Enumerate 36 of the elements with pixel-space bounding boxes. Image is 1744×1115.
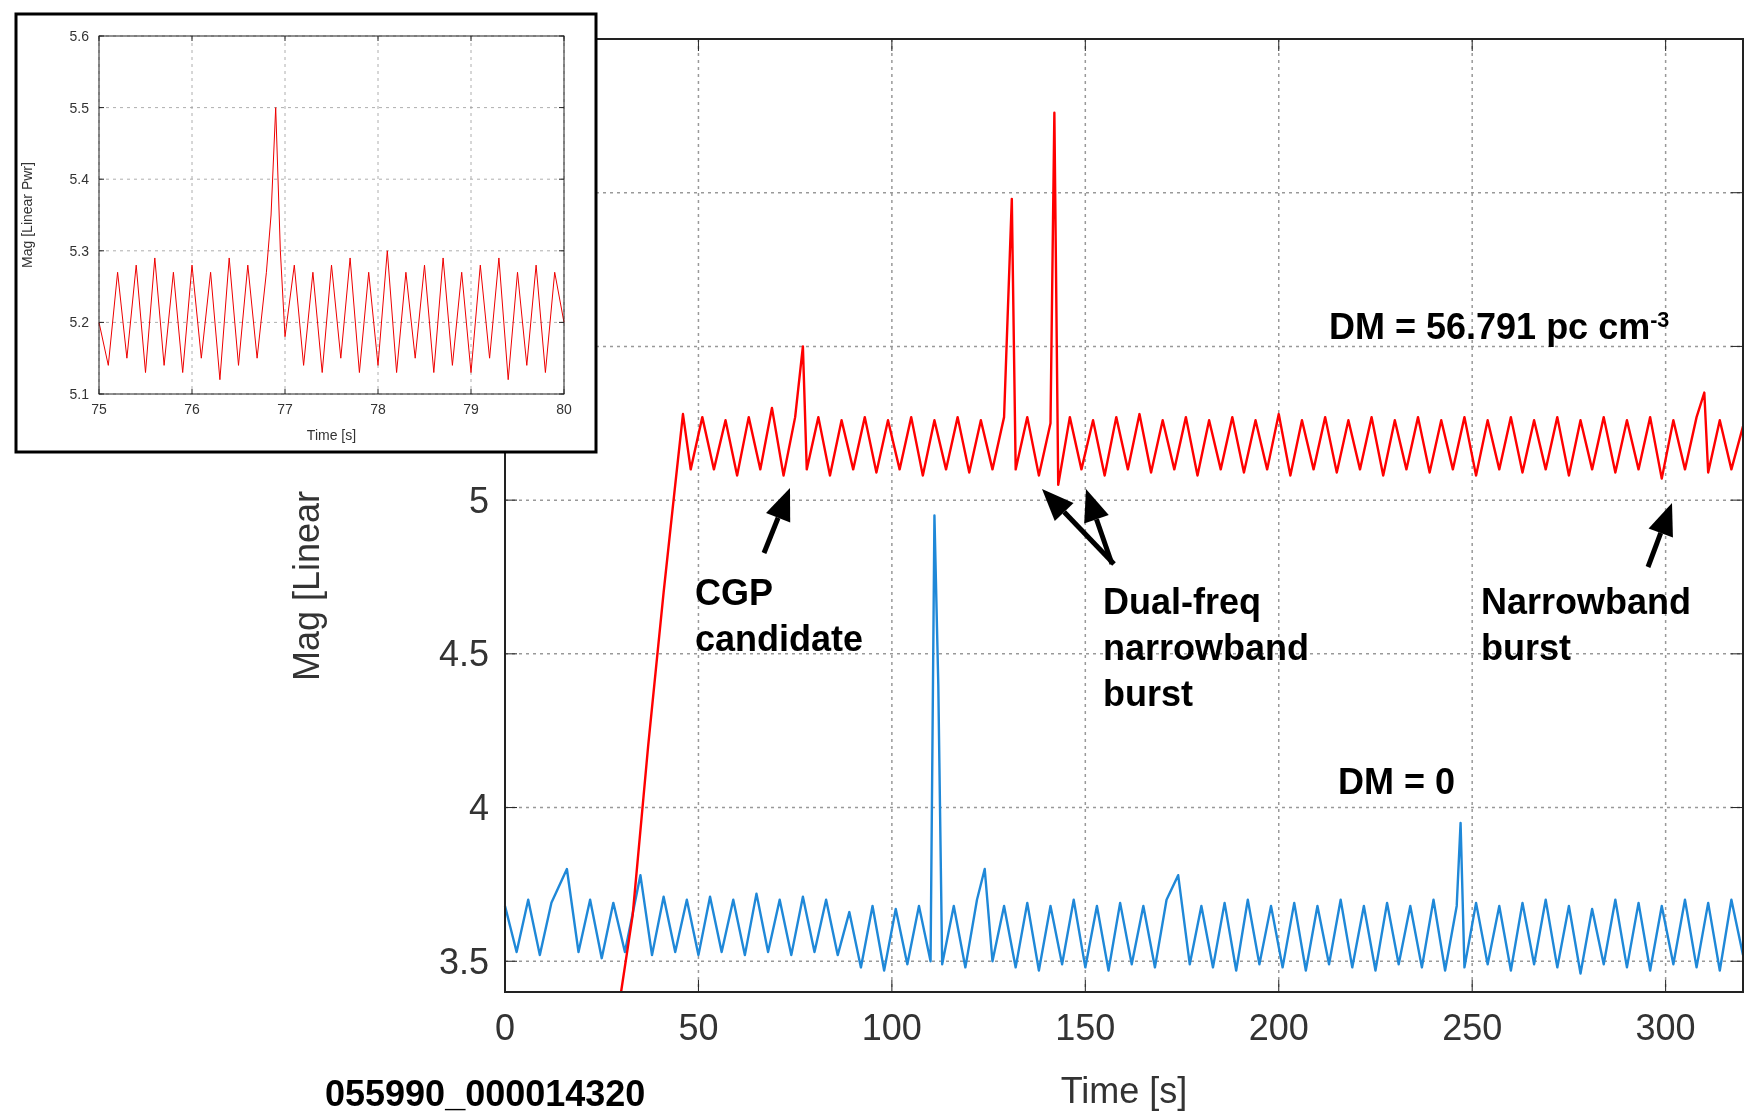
line-series xyxy=(619,111,1744,994)
y-axis-title: Mag [Linear xyxy=(286,490,327,681)
x-tick-label: 150 xyxy=(1055,1007,1116,1048)
x-tick-label: 200 xyxy=(1248,1007,1309,1048)
annotation: Narrowband burst xyxy=(1481,581,1692,668)
x-tick-label: 0 xyxy=(494,1007,516,1048)
x-axis-title: Time [s] xyxy=(1060,1070,1188,1111)
y-tick-label: 5.6 xyxy=(69,27,90,44)
y-tick-label: 5.2 xyxy=(69,314,90,331)
y-tick-label: 5 xyxy=(468,479,489,521)
y-axis-title: Mag [Linear Pwr] xyxy=(19,162,35,268)
y-tick-label: 5.1 xyxy=(69,385,90,402)
x-tick-label: 80 xyxy=(556,401,572,417)
y-tick-label: 3.5 xyxy=(438,940,489,982)
line-series xyxy=(503,514,1744,975)
x-tick-label: 79 xyxy=(463,401,479,417)
x-tick-label: 300 xyxy=(1635,1007,1696,1048)
y-tick-label: 5.5 xyxy=(69,99,90,116)
text: 055990_000014320 xyxy=(325,1073,646,1114)
x-tick-label: 50 xyxy=(678,1007,719,1048)
x-tick-label: 77 xyxy=(277,401,293,417)
x-tick-label: 76 xyxy=(184,401,200,417)
y-tick-label: 4.5 xyxy=(438,633,489,675)
x-axis-title: Time [s] xyxy=(306,427,357,443)
x-tick-label: 100 xyxy=(861,1007,922,1048)
x-tick-label: 250 xyxy=(1442,1007,1503,1048)
annotation: Dual-freq narrowband burst xyxy=(1103,581,1310,714)
annotation: CGP candidate xyxy=(695,572,864,659)
y-tick-label: 5.4 xyxy=(69,171,90,188)
y-tick-label: 4 xyxy=(468,787,489,829)
line-series xyxy=(98,107,565,381)
series-label: DM = 56.791 pc cm$^{-3}$ xyxy=(1329,306,1670,347)
series-label: DM = 0 xyxy=(1338,761,1456,802)
y-tick-label: 5.3 xyxy=(69,242,90,259)
x-tick-label: 78 xyxy=(370,401,386,417)
x-tick-label: 75 xyxy=(91,401,107,417)
